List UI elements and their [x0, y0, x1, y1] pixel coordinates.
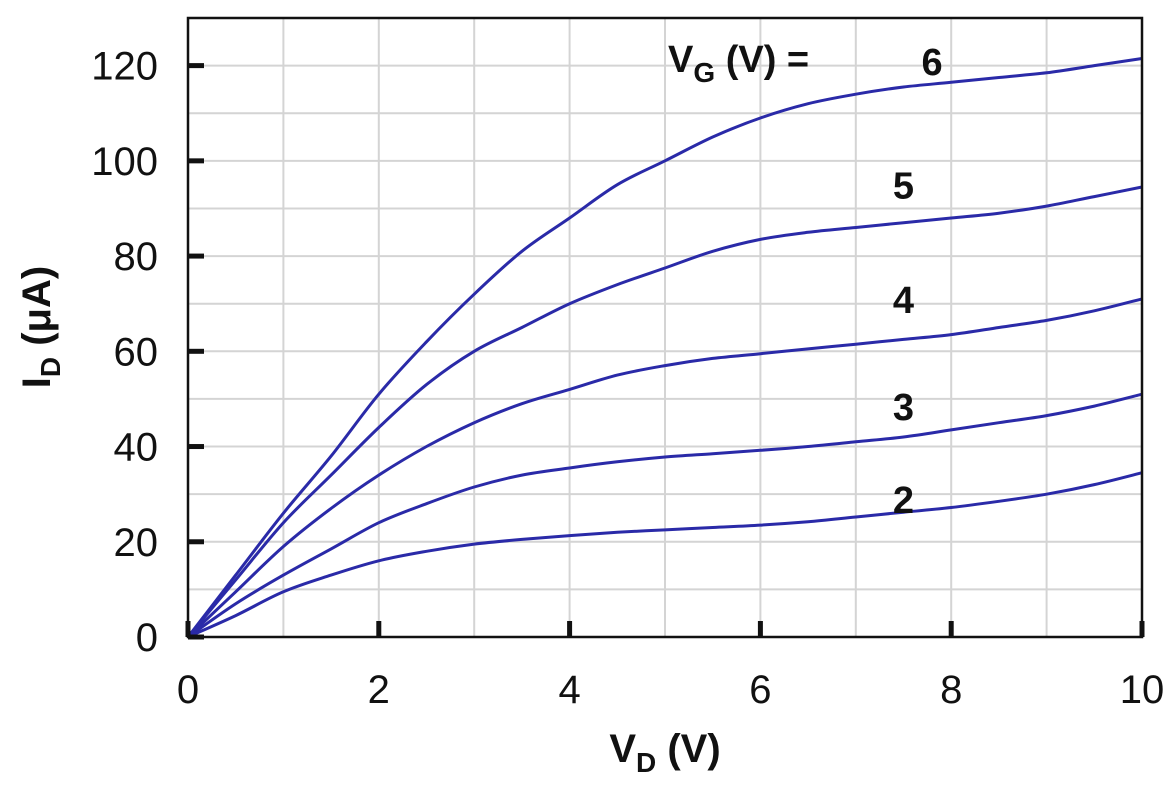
y-tick-label: 60 [114, 330, 159, 374]
chart-ticks [185, 63, 1145, 640]
curve-label-6: 6 [922, 42, 943, 84]
y-tick-label: 20 [114, 521, 159, 565]
series-line-vg-3 [187, 392, 1143, 639]
chart-grid [188, 18, 1142, 637]
y-tick-labels: 0 20 40 60 80 100 120 [91, 45, 158, 660]
x-axis-title: VD (V) [609, 727, 720, 778]
curve-label-5: 5 [893, 166, 914, 208]
series-line-vg-6 [186, 57, 1143, 638]
y-tick-label: 80 [114, 235, 159, 279]
curve-label-3: 3 [893, 387, 914, 429]
curve-labels: 6 5 4 3 2 [893, 42, 943, 522]
y-tick-label: 100 [91, 140, 158, 184]
y-tick-label: 0 [136, 616, 158, 660]
chart-series [186, 57, 1143, 639]
x-tick-label: 8 [940, 668, 962, 712]
x-tick-label: 10 [1120, 668, 1165, 712]
curve-label-2: 2 [893, 480, 914, 522]
y-axis-title: ID (μA) [15, 266, 66, 388]
x-tick-label: 2 [368, 668, 390, 712]
y-tick-label: 40 [114, 426, 159, 470]
x-tick-label: 6 [749, 668, 771, 712]
series-line-vg-2 [187, 471, 1143, 639]
x-tick-label: 0 [177, 668, 199, 712]
curve-label-4: 4 [893, 280, 914, 322]
legend-title: VG (V) = [668, 39, 809, 88]
plot-frame [186, 16, 1144, 639]
series-line-vg-5 [186, 185, 1143, 638]
y-tick-label: 120 [91, 45, 158, 89]
series-line-vg-4 [186, 297, 1143, 639]
x-tick-labels: 0 2 4 6 8 10 [177, 668, 1164, 712]
x-tick-label: 4 [558, 668, 580, 712]
